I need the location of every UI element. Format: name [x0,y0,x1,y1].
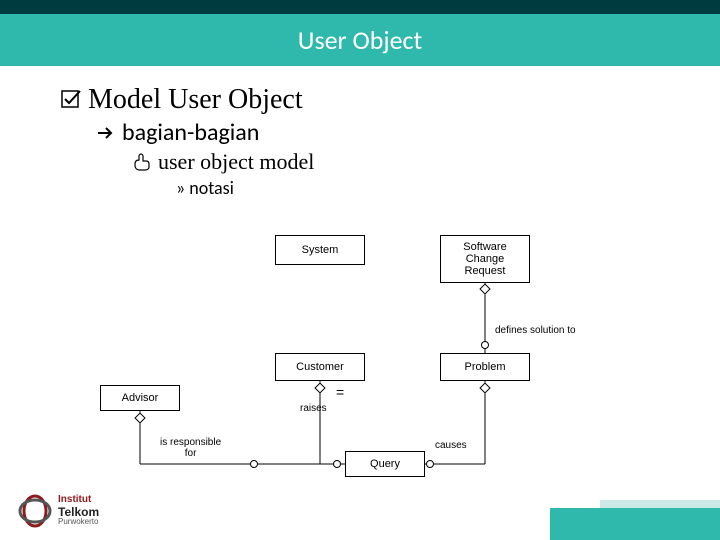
footer-accent [550,508,720,540]
content-area: Model User Object bagian-bagian user obj… [0,66,720,199]
logo-icon [18,494,52,528]
hand-point-icon [132,152,152,172]
bullet-3-text: user object model [158,149,314,175]
connectors [100,235,620,505]
label-raises: raises [300,403,327,414]
equals-icon: = [336,387,344,397]
circle-icon [426,460,434,468]
logo-text: Institut Telkom Purwokerto [58,495,99,526]
bullet-level-3: user object model [132,149,688,175]
bullet-level-2: bagian-bagian [96,118,688,147]
bullet-1-text: Model User Object [88,84,303,116]
bullet-level-4: » notasi [176,177,688,199]
label-responsible: is responsible for [160,437,221,459]
checkbox-icon [60,89,82,111]
top-dark-bar [0,0,720,14]
circle-icon [250,460,258,468]
slide-title: User Object [298,24,422,56]
label-defines: defines solution to [495,325,576,336]
institution-logo: Institut Telkom Purwokerto [18,494,99,528]
label-causes: causes [435,440,467,451]
logo-line3: Purwokerto [58,518,99,526]
bullet-level-1: Model User Object [60,84,688,116]
bullet-2-text: bagian-bagian [122,118,259,147]
title-bar: User Object [0,14,720,66]
circle-icon [481,341,489,349]
uml-diagram: System Software Change Request Customer … [100,235,620,505]
arrow-right-icon [96,123,116,143]
bullet-4-text: » notasi [176,177,234,199]
circle-icon [333,460,341,468]
